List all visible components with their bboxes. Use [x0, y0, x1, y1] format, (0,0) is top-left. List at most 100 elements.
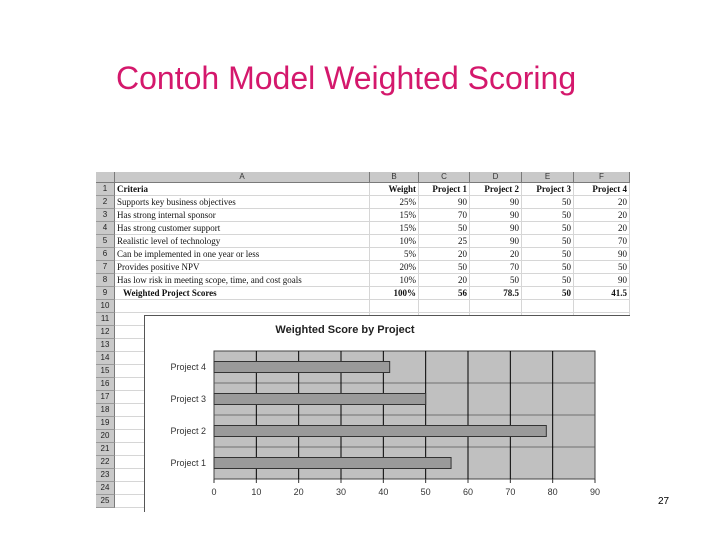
value-cell: 90	[470, 222, 522, 235]
row-header: 15	[96, 365, 115, 378]
value-cell: 90	[470, 209, 522, 222]
x-tick-label: 70	[505, 487, 515, 497]
empty-cell	[419, 300, 470, 313]
row-header: 17	[96, 391, 115, 404]
value-cell: 20	[470, 248, 522, 261]
value-cell: 50	[419, 261, 470, 274]
value-cell: 20	[574, 196, 630, 209]
row-header: 12	[96, 326, 115, 339]
value-cell: 90	[419, 196, 470, 209]
value-cell: 56	[419, 287, 470, 300]
column-header-e: E	[522, 172, 574, 183]
category-label: Project 3	[170, 394, 206, 404]
value-cell: 50	[522, 248, 574, 261]
value-cell: 25	[419, 235, 470, 248]
value-cell: 90	[574, 274, 630, 287]
column-header-f: F	[574, 172, 630, 183]
value-cell: 78.5	[470, 287, 522, 300]
empty-cell	[470, 300, 522, 313]
value-cell: Project 2	[470, 183, 522, 196]
value-cell: 50	[470, 274, 522, 287]
value-cell: 100%	[370, 287, 419, 300]
x-tick-label: 90	[590, 487, 600, 497]
criteria-cell: Provides positive NPV	[115, 261, 370, 274]
value-cell: 90	[470, 235, 522, 248]
row-header: 24	[96, 482, 115, 495]
slide-title: Contoh Model Weighted Scoring	[116, 60, 577, 96]
empty-cell	[115, 300, 370, 313]
x-tick-label: 0	[211, 487, 216, 497]
value-cell: 10%	[370, 274, 419, 287]
criteria-cell: Supports key business objectives	[115, 196, 370, 209]
x-tick-label: 50	[421, 487, 431, 497]
column-header-c: C	[419, 172, 470, 183]
value-cell: 50	[522, 261, 574, 274]
value-cell: 50	[522, 235, 574, 248]
column-header-a: A	[115, 172, 370, 183]
row-header: 25	[96, 495, 115, 508]
row-header: 21	[96, 443, 115, 456]
value-cell: Project 3	[522, 183, 574, 196]
value-cell: 70	[470, 261, 522, 274]
chart-title: Weighted Score by Project	[275, 324, 415, 336]
empty-cell	[574, 300, 630, 313]
row-header: 9	[96, 287, 115, 300]
empty-cell	[522, 300, 574, 313]
value-cell: 50	[522, 209, 574, 222]
row-header: 13	[96, 339, 115, 352]
value-cell: Project 1	[419, 183, 470, 196]
criteria-cell: Has strong internal sponsor	[115, 209, 370, 222]
value-cell: 41.5	[574, 287, 630, 300]
value-cell: 50	[522, 287, 574, 300]
x-tick-label: 20	[294, 487, 304, 497]
row-header: 18	[96, 404, 115, 417]
category-label: Project 4	[170, 362, 206, 372]
x-tick-label: 80	[548, 487, 558, 497]
criteria-cell: Can be implemented in one year or less	[115, 248, 370, 261]
value-cell: 15%	[370, 222, 419, 235]
value-cell: 70	[419, 209, 470, 222]
row-header: 23	[96, 469, 115, 482]
row-header: 22	[96, 456, 115, 469]
category-label: Project 2	[170, 426, 206, 436]
row-header: 2	[96, 196, 115, 209]
row-header: 19	[96, 417, 115, 430]
criteria-cell: Realistic level of technology	[115, 235, 370, 248]
row-header: 1	[96, 183, 115, 196]
criteria-cell: Has strong customer support	[115, 222, 370, 235]
x-tick-label: 60	[463, 487, 473, 497]
value-cell: 20	[419, 248, 470, 261]
empty-cell	[370, 300, 419, 313]
value-cell: 50	[522, 274, 574, 287]
value-cell: 90	[470, 196, 522, 209]
criteria-cell: Criteria	[115, 183, 370, 196]
row-header: 8	[96, 274, 115, 287]
value-cell: Weight	[370, 183, 419, 196]
bar-project-2	[213, 425, 547, 437]
value-cell: 25%	[370, 196, 419, 209]
bar-chart: 0 10 20 30 40 50 60 70 80 90 Project 4 Project 3 Pro…	[170, 350, 600, 497]
value-cell: 20%	[370, 261, 419, 274]
value-cell: 20	[574, 222, 630, 235]
criteria-cell: Has low risk in meeting scope, time, and…	[115, 274, 370, 287]
value-cell: Project 4	[574, 183, 630, 196]
row-header: 11	[96, 313, 115, 326]
row-header: 5	[96, 235, 115, 248]
value-cell: 50	[574, 261, 630, 274]
value-cell: 50	[522, 196, 574, 209]
value-cell: 20	[419, 274, 470, 287]
bar-project-3	[213, 393, 427, 405]
value-cell: 50	[522, 222, 574, 235]
criteria-cell: Weighted Project Scores	[115, 287, 370, 300]
row-header: 10	[96, 300, 115, 313]
page-number: 27	[658, 496, 670, 507]
sheet-corner	[96, 172, 115, 183]
row-header: 7	[96, 261, 115, 274]
value-cell: 50	[419, 222, 470, 235]
value-cell: 20	[574, 209, 630, 222]
x-tick-label: 30	[336, 487, 346, 497]
column-header-b: B	[370, 172, 419, 183]
value-cell: 90	[574, 248, 630, 261]
value-cell: 10%	[370, 235, 419, 248]
row-header: 6	[96, 248, 115, 261]
